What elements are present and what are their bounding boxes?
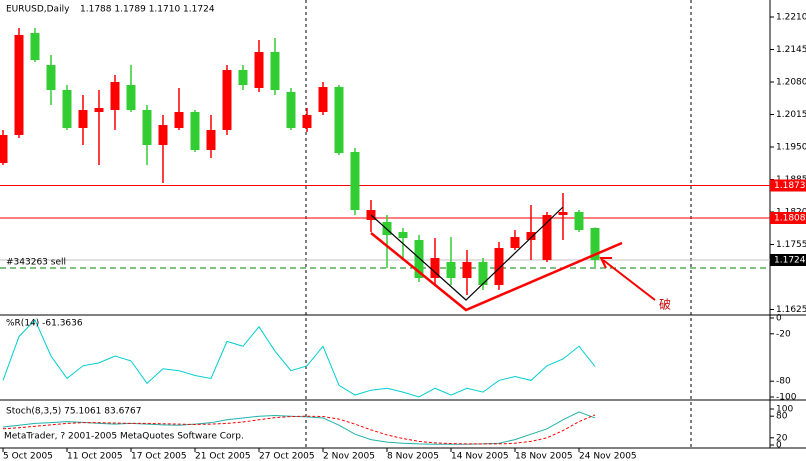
y-tick-label: 1.1950 [776,143,806,153]
indicator-line [2,414,596,445]
y-tick-label: 20 [776,433,788,443]
x-tick-label: 24 Nov 2005 [579,452,637,461]
trend-line [370,232,623,312]
candle-body [158,125,168,145]
candle-body [302,115,312,128]
x-tick-label: 2 Nov 2005 [323,452,375,461]
x-tick-label: 11 Oct 2005 [67,452,123,461]
y-tick-label: 1.1625 [776,305,806,315]
candle-body [30,33,40,60]
candle-body [334,87,344,153]
indicator-line [2,319,596,398]
candle-body [398,232,408,238]
price-box [770,254,806,266]
candle-body [462,262,472,278]
y-tick-label: 80 [776,412,788,422]
candle-body [0,135,8,163]
candle-body [14,35,24,135]
candle-body [318,87,328,112]
annotation: 破 [659,297,671,312]
indicator-title: %R(14) -61.3636 [6,319,83,329]
x-tick-label: 17 Oct 2005 [131,452,187,461]
y-tick-label: 100 [776,405,793,415]
candle-body [414,240,424,278]
price-box-label: 1.1873 [774,181,806,191]
candle-body [382,222,392,235]
candle-body [542,215,552,260]
candle-body [238,70,248,85]
y-tick-label: 1.2080 [776,78,806,88]
candle-body [142,110,152,145]
candle-body [126,85,136,110]
y-tick-label: 1.1755 [776,240,806,250]
candle-body [558,212,568,215]
y-tick-label: 1.2210 [776,13,806,23]
x-tick-label: 27 Oct 2005 [259,452,315,461]
price-box [770,179,806,192]
candle-body [286,92,296,128]
candle-body [254,52,264,88]
y-tick-label: 1.2015 [776,110,806,120]
ohlc-header: 1.1788 1.1789 1.1710 1.1724 [80,5,215,15]
candle-body [526,232,536,240]
price-box [770,212,806,224]
candle-body [206,130,216,150]
arrow-head [599,257,612,269]
copyright: MetaTrader, ? 2001-2005 MetaQuotes Softw… [4,432,244,442]
y-tick-label: 0 [776,441,782,451]
price-box-label: 1.1724 [774,256,806,266]
y-tick-label: -80 [776,377,791,387]
candle-body [350,152,360,210]
arrow [602,259,656,301]
price-box-label: 1.1808 [774,214,806,224]
candle-body [494,248,504,285]
candle-body [510,237,520,248]
order-label: #343263 sell [6,258,66,268]
x-tick-label: 18 Nov 2005 [515,452,573,461]
trend-line [370,206,564,301]
candle-body [222,70,232,130]
candle-body [46,65,56,90]
candle-body [94,108,104,112]
x-tick-label: 14 Nov 2005 [451,452,509,461]
candle-body [78,110,88,128]
x-tick-label: 21 Oct 2005 [195,452,251,461]
indicator-title: Stoch(8,3,5) 75.1061 83.6767 [6,407,141,417]
x-tick-label: 5 Oct 2005 [3,452,53,461]
marks: 1.22101.21451.20801.20151.19501.18851.18… [0,13,806,461]
y-tick-label: 1.2145 [776,45,806,55]
candle-body [190,112,200,150]
chart-title: EURUSD,Daily [6,5,70,15]
y-tick-label: -100 [776,393,797,403]
candle-body [270,52,280,90]
x-tick-label: 8 Nov 2005 [387,452,439,461]
candle-body [478,262,488,285]
y-tick-label: -20 [776,329,791,339]
candle-body [446,262,456,278]
candle-body [174,112,184,128]
candle-body [590,228,600,260]
candle-body [110,82,120,110]
y-tick-label: 0 [776,314,782,324]
candle-body [430,258,440,278]
candle-body [574,212,584,230]
candle-body [62,90,72,128]
